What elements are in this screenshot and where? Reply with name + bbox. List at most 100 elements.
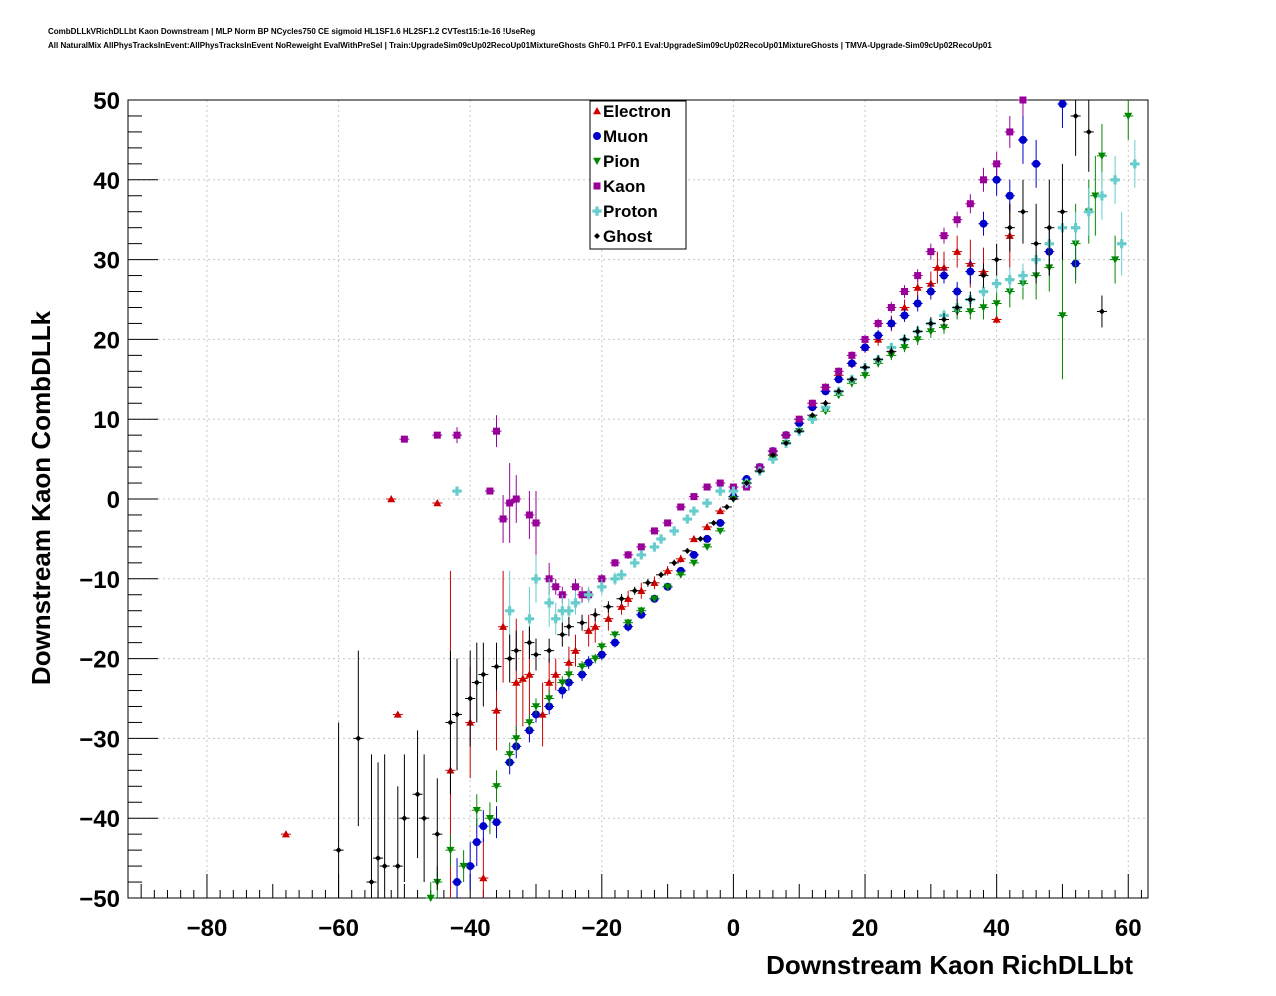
kaon-marker	[716, 479, 724, 487]
ghost-point	[886, 346, 897, 357]
ghost-point	[445, 650, 456, 795]
ghost-marker	[631, 587, 638, 594]
legend-marker-electron	[593, 107, 601, 115]
ghost-point	[728, 496, 739, 502]
pion-marker	[663, 583, 672, 591]
ghost-marker	[526, 639, 533, 646]
muon-point	[925, 283, 936, 300]
y-tick-label: 10	[93, 407, 120, 434]
proton-point	[1017, 263, 1028, 288]
pion-marker	[992, 300, 1001, 308]
legend: Electron Muon Pion Kaon Proton Ghost	[589, 100, 687, 250]
ghost-marker	[914, 328, 921, 335]
ghost-point	[366, 754, 377, 898]
muon-point	[471, 818, 482, 867]
proton-marker	[564, 606, 574, 616]
ghost-point	[1070, 100, 1081, 156]
kaon-marker	[433, 431, 441, 439]
y-tick-label: 40	[93, 168, 120, 195]
kaon-point	[452, 427, 463, 444]
electron-marker	[551, 670, 560, 678]
proton-marker	[610, 574, 620, 584]
kaon-point	[504, 463, 515, 543]
proton-marker	[1110, 175, 1120, 185]
proton-marker	[978, 287, 989, 297]
ghost-point	[333, 722, 344, 898]
ghost-point	[1044, 179, 1055, 276]
ghost-point	[1057, 163, 1068, 260]
ghost-marker	[980, 272, 987, 279]
kaon-marker	[953, 216, 961, 224]
muon-point	[609, 637, 620, 648]
proton-marker	[1084, 207, 1094, 217]
muon-marker	[453, 878, 462, 887]
ghost-marker	[658, 571, 665, 578]
ghost-marker	[1072, 112, 1079, 119]
pion-marker	[492, 783, 501, 791]
ghost-point	[524, 626, 535, 659]
muon-marker	[992, 175, 1001, 184]
x-tick-label: −40	[450, 915, 491, 942]
kaon-point	[623, 550, 634, 559]
muon-marker	[900, 311, 909, 320]
ghost-point	[1096, 295, 1107, 328]
ghost-marker	[1085, 128, 1092, 135]
ghost-marker	[697, 535, 704, 542]
muon-point	[899, 309, 910, 322]
proton-point	[702, 498, 713, 508]
ghost-point	[741, 480, 752, 487]
muon-point	[833, 375, 844, 384]
pion-marker	[472, 807, 481, 815]
proton-marker	[682, 514, 692, 524]
electron-point	[583, 614, 594, 647]
electron-marker	[933, 263, 942, 271]
electron-marker	[512, 678, 521, 686]
kaon-point	[484, 487, 495, 495]
kaon-point	[939, 227, 949, 244]
pion-point	[609, 630, 620, 639]
legend-marker-ghost	[594, 233, 600, 239]
kaon-marker	[525, 511, 533, 519]
ghost-marker	[671, 559, 678, 566]
electron-marker	[591, 622, 600, 630]
proton-marker	[524, 614, 535, 624]
ghost-point	[807, 412, 818, 419]
electron-marker	[584, 626, 593, 634]
pion-point	[1110, 235, 1121, 284]
electron-marker	[953, 247, 962, 255]
muon-marker	[479, 822, 488, 831]
proton-point	[452, 486, 463, 496]
kaon-point	[991, 151, 1002, 176]
ghost-point	[511, 630, 522, 671]
pion-marker	[545, 695, 554, 703]
ghost-point	[577, 614, 588, 631]
pion-point	[596, 641, 607, 652]
muon-point	[873, 329, 884, 341]
kaon-marker	[400, 435, 408, 443]
x-tick-label: −60	[318, 915, 359, 942]
ghost-marker	[1046, 224, 1053, 231]
electron-point	[392, 710, 403, 718]
legend-label-electron: Electron	[603, 102, 671, 121]
pion-marker	[1005, 288, 1014, 296]
ghost-marker	[1033, 240, 1040, 247]
x-tick-label: 20	[852, 915, 879, 942]
y-tick-label: −50	[79, 886, 120, 913]
kaon-marker	[703, 483, 711, 491]
pion-series	[425, 100, 1134, 902]
ghost-point	[873, 355, 884, 364]
kaon-marker	[1019, 96, 1027, 104]
muon-marker	[913, 299, 922, 308]
legend-label-proton: Proton	[603, 202, 658, 221]
ghost-marker	[355, 735, 362, 742]
muon-marker	[953, 287, 962, 296]
pion-marker	[861, 372, 870, 380]
proton-point	[550, 602, 561, 635]
kaon-point	[1004, 115, 1015, 148]
ghost-marker	[822, 400, 829, 407]
ghost-marker	[506, 655, 513, 662]
electron-marker	[624, 594, 633, 602]
pion-marker	[637, 607, 646, 615]
electron-point	[478, 838, 489, 898]
pion-marker	[426, 894, 435, 902]
